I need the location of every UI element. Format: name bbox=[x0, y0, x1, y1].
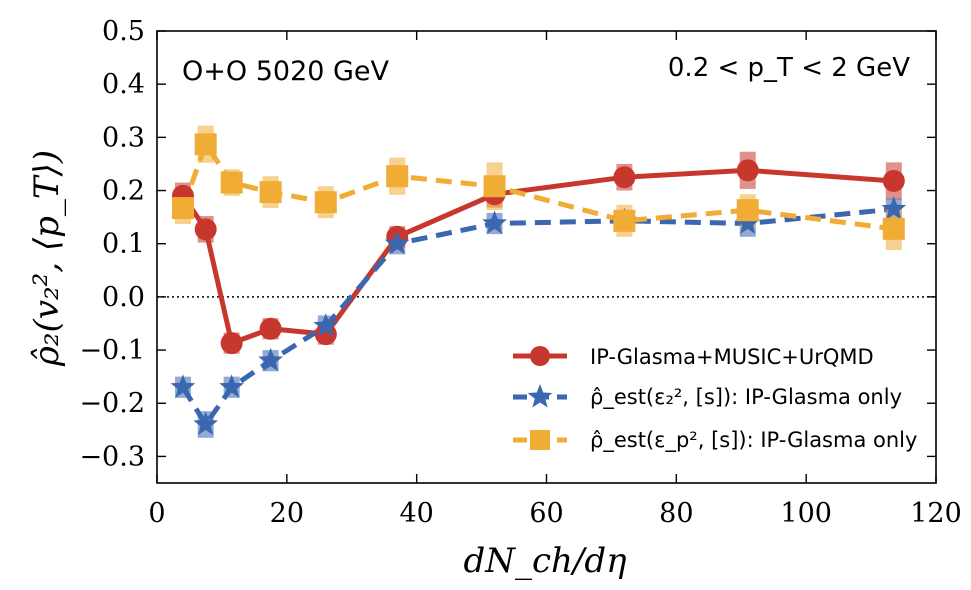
y-tick-label: 0.5 bbox=[102, 16, 145, 47]
y-tick-label: −0.3 bbox=[79, 441, 145, 472]
data-point-star bbox=[735, 210, 761, 235]
data-point-circle bbox=[220, 332, 243, 355]
y-tick-label: 0.0 bbox=[102, 282, 145, 313]
data-point-square bbox=[171, 197, 194, 220]
legend-entry-0: IP-Glasma+MUSIC+UrQMD bbox=[513, 345, 874, 369]
legend-marker-square bbox=[530, 430, 550, 450]
data-point-circle bbox=[194, 218, 217, 241]
data-point-circle bbox=[314, 323, 337, 346]
y-axis-label: ρ̂₂(v₂², ⟨p_T⟩) bbox=[27, 150, 67, 367]
series-line bbox=[180, 141, 895, 232]
legend-label-0: IP-Glasma+MUSIC+UrQMD bbox=[590, 345, 874, 369]
y-tick-label: 0.2 bbox=[102, 176, 145, 207]
data-point-square bbox=[613, 209, 636, 232]
legend-entry-1: ρ̂_est(ε₂², [s]): IP-Glasma only bbox=[513, 384, 902, 410]
data-point-square bbox=[194, 133, 217, 156]
x-tick-label: 40 bbox=[399, 498, 433, 529]
data-point-square bbox=[882, 217, 905, 240]
data-point-circle bbox=[882, 169, 905, 192]
legend-label-2: ρ̂_est(ε_p², [s]): IP-Glasma only bbox=[590, 428, 917, 453]
data-point-star bbox=[170, 374, 196, 398]
legend-label-1: ρ̂_est(ε₂², [s]): IP-Glasma only bbox=[590, 385, 902, 410]
data-point-square bbox=[736, 199, 759, 222]
data-point-star bbox=[258, 347, 283, 372]
data-point-square bbox=[314, 191, 337, 214]
y-tick-label: 0.3 bbox=[102, 122, 145, 153]
legend: IP-Glasma+MUSIC+UrQMD ρ̂_est(ε₂², [s]): … bbox=[513, 345, 917, 453]
y-tick-label: −0.1 bbox=[79, 335, 145, 366]
data-point-square bbox=[259, 181, 282, 204]
x-tick-label: 60 bbox=[529, 498, 563, 529]
y-tick-label: 0.1 bbox=[102, 229, 145, 260]
data-point-star bbox=[881, 196, 907, 220]
data-point-square bbox=[483, 175, 506, 198]
series-line bbox=[180, 206, 895, 427]
data-point-star bbox=[313, 313, 339, 337]
data-point-square bbox=[220, 171, 243, 194]
x-tick-label: 20 bbox=[270, 498, 304, 529]
legend-marker-star bbox=[527, 384, 553, 408]
plot-frame bbox=[156, 30, 937, 484]
data-point-star bbox=[193, 411, 219, 436]
x-axis-label: dN_ch/dη bbox=[463, 541, 627, 581]
x-tick-label: 0 bbox=[148, 498, 165, 529]
x-tick-label: 120 bbox=[910, 498, 962, 529]
legend-marker-circle bbox=[530, 346, 550, 366]
y-tick-label: 0.4 bbox=[102, 69, 145, 100]
data-point-square bbox=[386, 165, 409, 188]
system-annotation: O+O 5020 GeV bbox=[182, 56, 390, 87]
y-tick-label: −0.2 bbox=[79, 388, 145, 419]
data-point-star bbox=[384, 230, 410, 255]
x-tick-label: 80 bbox=[659, 498, 693, 529]
data-point-circle bbox=[736, 159, 759, 182]
data-point-star bbox=[219, 374, 245, 398]
x-tick-label: 100 bbox=[780, 498, 832, 529]
data-point-circle bbox=[259, 317, 282, 340]
pt-range-annotation: 0.2 < p_T < 2 GeV bbox=[668, 53, 910, 83]
data-point-circle bbox=[613, 166, 636, 189]
data-point-star bbox=[482, 210, 507, 235]
legend-entry-2: ρ̂_est(ε_p², [s]): IP-Glasma only bbox=[513, 428, 917, 453]
